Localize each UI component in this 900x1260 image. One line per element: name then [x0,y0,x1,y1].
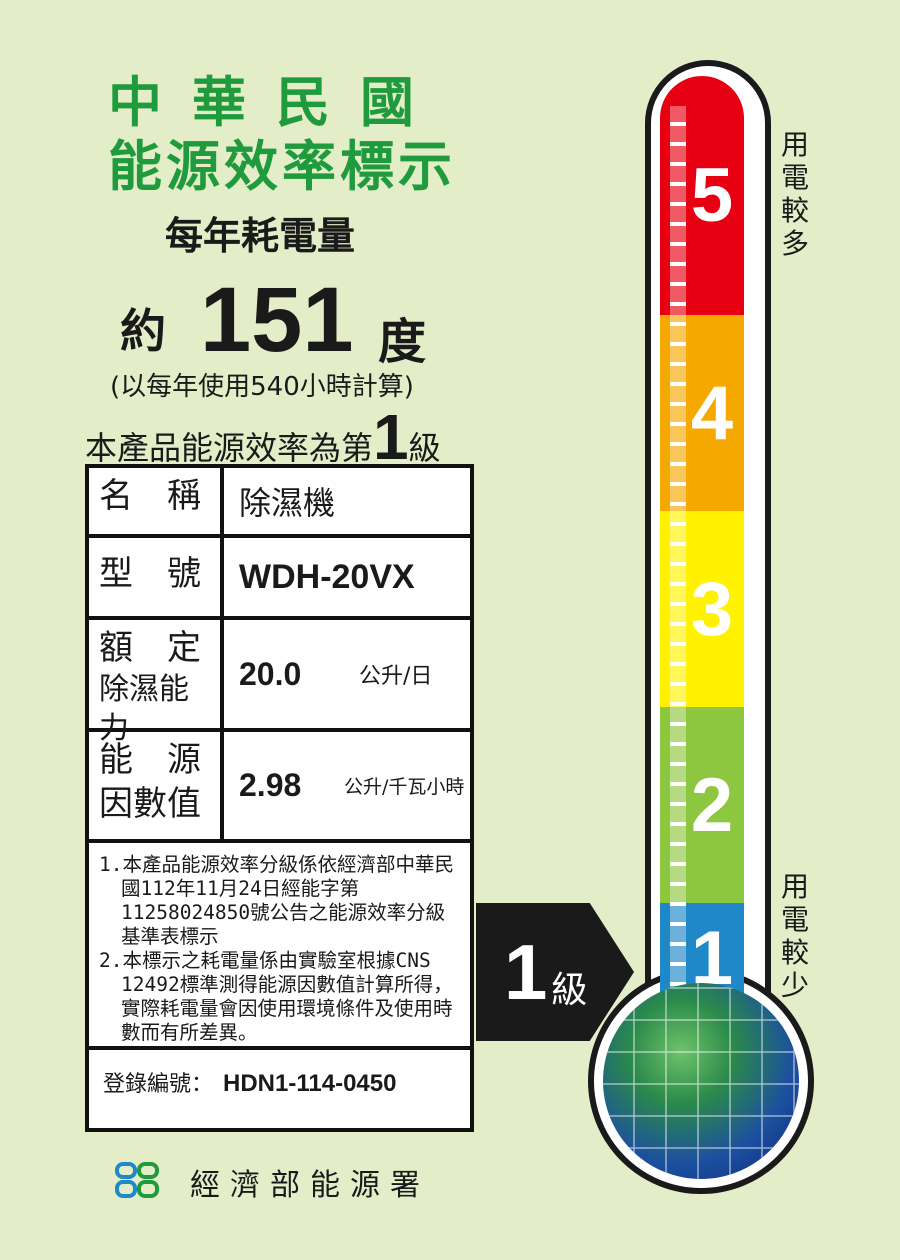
reg-label: 登錄編號： [103,1072,214,1097]
capacity-label-2: 除濕能力 [99,672,189,747]
consumption-note: (以每年使用540小時計算) [110,372,414,402]
agency-logo-icon [115,1162,161,1200]
model-label: 型 號 [89,538,224,616]
agency-name: 經濟部能源署 [190,1168,430,1203]
globe-icon [603,983,799,1179]
name-label: 名 稱 [89,468,224,534]
row-factor: 能 源因數值 2.98 公升/千瓦小時 [89,732,470,843]
consumption-unit: 度 [378,314,427,370]
note-2: 2.本標示之耗電量係由實驗室根據CNS 12492標準測得能源因數值計算所得，實… [99,948,453,1044]
current-grade-suffix: 級 [551,970,588,1011]
more-power-label: 用電較多 [780,128,809,261]
row-notes: 1.本產品能源效率分級係依經濟部中華民國112年11月24日經能字第112580… [89,843,470,1050]
row-model: 型 號 WDH-20VX [89,538,470,620]
row-registration: 登錄編號： HDN1-114-0450 [89,1050,470,1130]
factor-label-1: 能 源 [99,740,201,780]
note-1: 1.本產品能源效率分級係依經濟部中華民國112年11月24日經能字第112580… [99,853,454,948]
capacity-label-1: 額 定 [99,628,201,668]
title-line1: 中華民國 [108,71,444,134]
capacity-label: 額 定除濕能力 [89,620,224,746]
subtitle: 每年耗電量 [165,214,356,258]
spec-table: 名 稱 除濕機 型 號 WDH-20VX 額 定除濕能力 20.0 公升/日 能… [85,464,474,1132]
factor-label-2: 因數值 [99,784,201,825]
consumption-value: 151 [200,269,354,371]
grade-number: 1 [373,401,409,473]
grade-statement: 本產品能源效率為第1級 [85,405,441,469]
notes: 1.本產品能源效率分級係依經濟部中華民國112年11月24日經能字第112580… [99,853,462,1045]
factor-label: 能 源因數值 [89,732,224,839]
factor-unit: 公升/千瓦小時 [344,776,465,798]
capacity-value: 20.0 [239,655,302,692]
grade-text: 本產品能源效率為第 [85,429,374,467]
current-grade-number: 1 [504,927,548,1016]
row-capacity: 額 定除濕能力 20.0 公升/日 [89,620,470,746]
grade-suffix: 級 [408,429,441,467]
title-line2: 能源效率標示 [108,135,456,198]
capacity-unit: 公升/日 [359,664,433,689]
name-value: 除濕機 [239,484,336,522]
row-name: 名 稱 除濕機 [89,468,470,538]
approx-prefix: 約 [120,304,166,358]
model-value: WDH-20VX [239,557,415,596]
registration: 登錄編號： HDN1-114-0450 [103,1066,396,1098]
reg-value: HDN1-114-0450 [223,1070,397,1097]
scale-ticks [670,106,686,1006]
less-power-label: 用電較少 [780,870,809,1003]
thermometer-tube: 5 4 3 2 1 [660,76,744,1006]
factor-value: 2.98 [239,767,302,803]
